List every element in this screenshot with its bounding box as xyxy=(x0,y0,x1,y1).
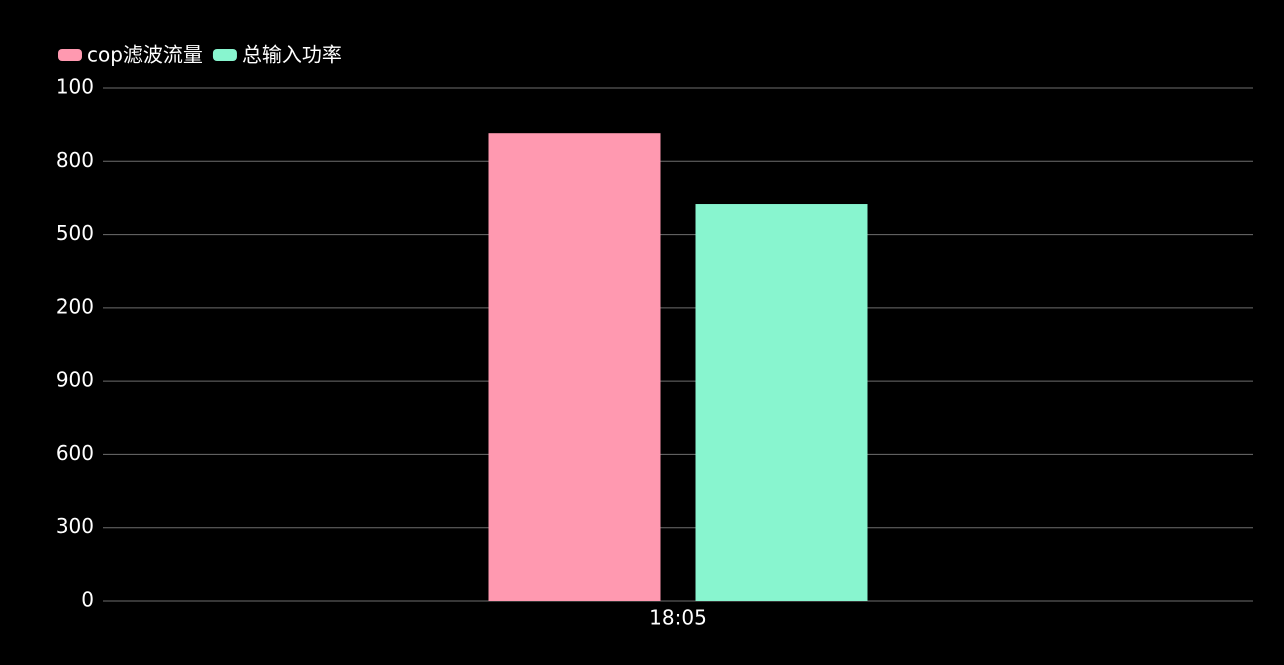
x-tick-label: 18:05 xyxy=(649,606,707,630)
legend-label: cop滤波流量 xyxy=(87,43,203,67)
y-tick-label: 200 xyxy=(56,294,94,318)
y-tick-label: 800 xyxy=(56,148,94,172)
y-tick-label: 900 xyxy=(56,368,94,392)
bar xyxy=(488,133,661,601)
y-tick-label: 100 xyxy=(56,75,94,99)
bar xyxy=(695,204,868,602)
y-tick-label: 300 xyxy=(56,514,94,538)
y-tick-label: 0 xyxy=(81,588,94,612)
legend-label: 总输入功率 xyxy=(242,43,342,67)
y-tick-label: 600 xyxy=(56,441,94,465)
legend-swatch xyxy=(212,49,237,61)
y-tick-label: 500 xyxy=(56,221,94,245)
legend-swatch xyxy=(58,49,82,61)
